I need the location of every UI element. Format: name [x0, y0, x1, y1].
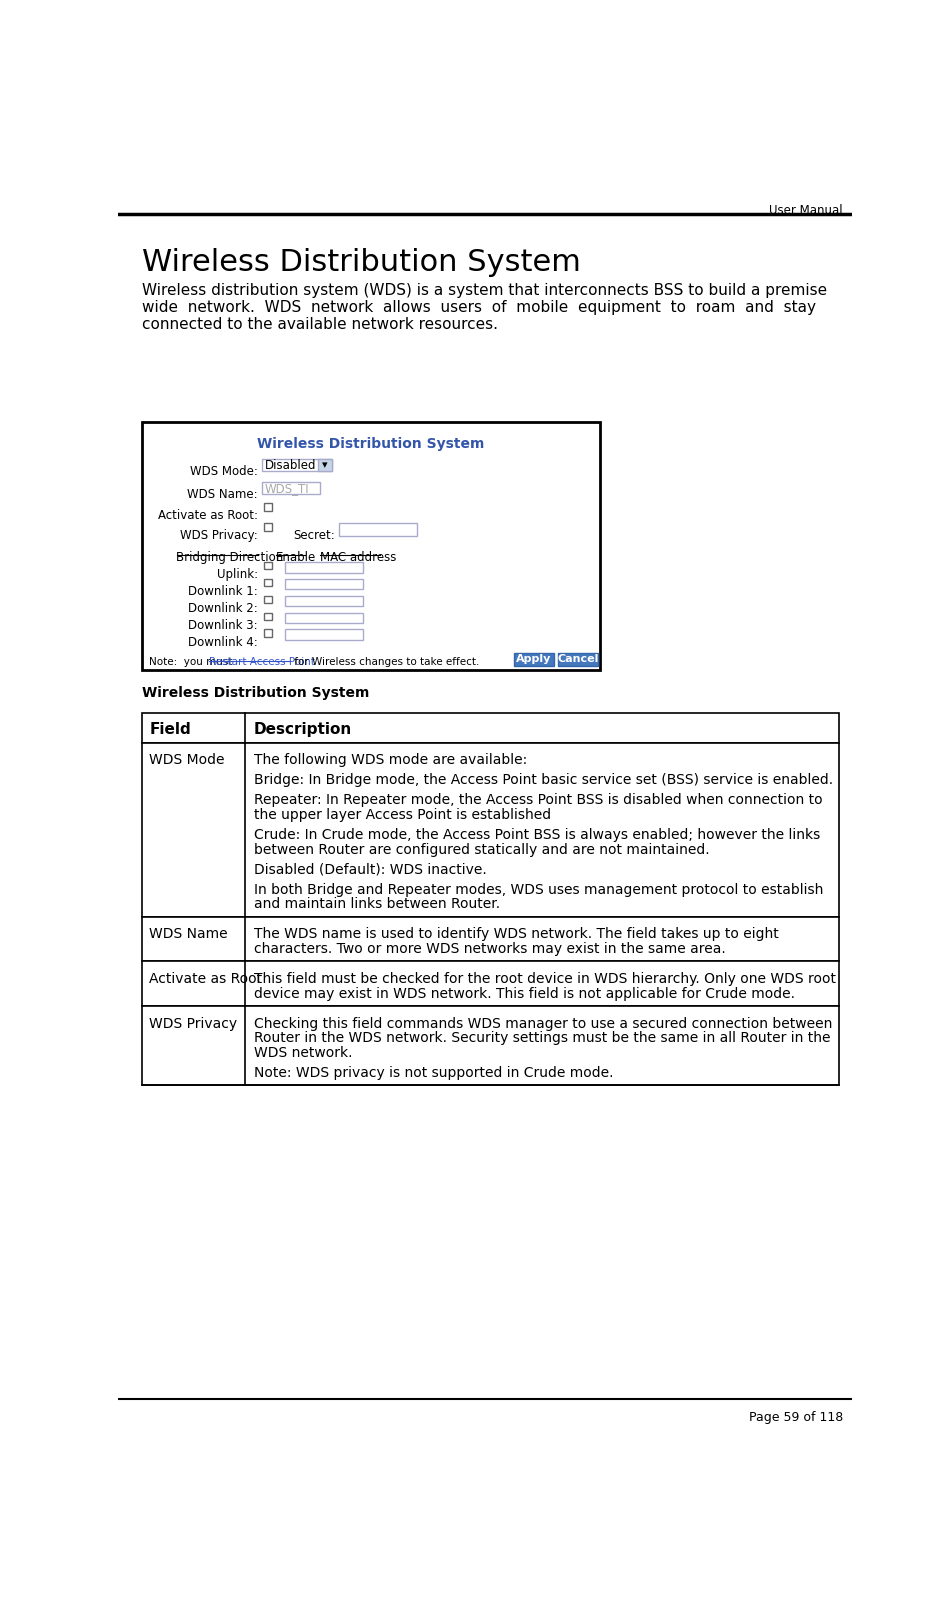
Bar [317, 458, 331, 471]
Bar [285, 578, 363, 589]
Bar [285, 613, 363, 623]
Text: Downlink 1:: Downlink 1: [188, 584, 258, 597]
Text: connected to the available network resources.: connected to the available network resou… [142, 317, 497, 331]
Text: Note: WDS privacy is not supported in Crude mode.: Note: WDS privacy is not supported in Cr… [254, 1066, 614, 1081]
Bar [142, 1005, 839, 1085]
Text: wide  network.  WDS  network  allows  users  of  mobile  equipment  to  roam  an: wide network. WDS network allows users o… [142, 299, 815, 315]
Text: WDS Name:: WDS Name: [188, 488, 258, 501]
Text: User Manual: User Manual [769, 203, 843, 216]
Text: Downlink 2:: Downlink 2: [188, 602, 258, 615]
Text: The following WDS mode are available:: The following WDS mode are available: [254, 754, 527, 767]
Text: Wireless Distribution System: Wireless Distribution System [258, 437, 485, 451]
Bar [142, 917, 839, 961]
Text: Checking this field commands WDS manager to use a secured connection between: Checking this field commands WDS manager… [254, 1017, 832, 1031]
Text: In both Bridge and Repeater modes, WDS uses management protocol to establish: In both Bridge and Repeater modes, WDS u… [254, 882, 823, 897]
Bar [264, 613, 272, 620]
Text: ▾: ▾ [322, 461, 328, 471]
Text: Note:  you must: Note: you must [150, 656, 236, 668]
Text: Activate as Root:: Activate as Root: [158, 509, 258, 522]
Text: Uplink:: Uplink: [217, 568, 258, 581]
Bar [285, 596, 363, 607]
Bar [285, 562, 363, 573]
Bar [261, 482, 320, 495]
Bar [142, 421, 600, 669]
Text: This field must be checked for the root device in WDS hierarchy. Only one WDS ro: This field must be checked for the root … [254, 972, 836, 986]
Text: Downlink 3:: Downlink 3: [188, 618, 258, 632]
Text: Crude: In Crude mode, the Access Point BSS is always enabled; however the links: Crude: In Crude mode, the Access Point B… [254, 828, 820, 842]
Text: Downlink 4:: Downlink 4: [188, 636, 258, 648]
Bar [142, 961, 839, 1005]
Text: characters. Two or more WDS networks may exist in the same area.: characters. Two or more WDS networks may… [254, 941, 725, 956]
Text: device may exist in WDS network. This field is not applicable for Crude mode.: device may exist in WDS network. This fi… [254, 986, 795, 1001]
Text: WDS Name: WDS Name [150, 927, 228, 941]
Text: WDS network.: WDS network. [254, 1045, 352, 1060]
Text: Enable: Enable [276, 551, 316, 564]
Text: WDS_TI: WDS_TI [265, 482, 310, 495]
Bar [513, 653, 554, 666]
Bar [142, 714, 839, 743]
Text: Repeater: In Repeater mode, the Access Point BSS is disabled when connection to: Repeater: In Repeater mode, the Access P… [254, 794, 823, 807]
Text: for Wireless changes to take effect.: for Wireless changes to take effect. [291, 656, 479, 668]
Bar [339, 524, 417, 536]
Text: MAC address: MAC address [320, 551, 396, 564]
Text: Activate as Root: Activate as Root [150, 972, 262, 986]
Text: Restart Access Point: Restart Access Point [209, 656, 315, 668]
Bar [558, 653, 599, 666]
Text: Apply: Apply [516, 653, 551, 664]
Text: Wireless Distribution System: Wireless Distribution System [142, 248, 581, 277]
Text: Disabled: Disabled [265, 459, 316, 472]
Text: WDS Mode: WDS Mode [150, 754, 224, 767]
Bar [264, 524, 272, 532]
Bar [264, 596, 272, 604]
Bar [264, 629, 272, 637]
Text: Cancel: Cancel [557, 653, 599, 664]
Text: WDS Privacy: WDS Privacy [150, 1017, 238, 1031]
Text: The WDS name is used to identify WDS network. The field takes up to eight: The WDS name is used to identify WDS net… [254, 927, 778, 941]
Text: Bridge: In Bridge mode, the Access Point basic service set (BSS) service is enab: Bridge: In Bridge mode, the Access Point… [254, 773, 833, 788]
Text: Bridging Direction: Bridging Direction [176, 551, 284, 564]
Text: Field: Field [150, 722, 191, 736]
Text: Page 59 of 118: Page 59 of 118 [749, 1410, 843, 1423]
Bar [285, 629, 363, 640]
Text: and maintain links between Router.: and maintain links between Router. [254, 898, 500, 911]
Text: Wireless distribution system (WDS) is a system that interconnects BSS to build a: Wireless distribution system (WDS) is a … [142, 283, 827, 298]
Text: Router in the WDS network. Security settings must be the same in all Router in t: Router in the WDS network. Security sett… [254, 1031, 831, 1045]
Text: the upper layer Access Point is established: the upper layer Access Point is establis… [254, 809, 551, 823]
Text: WDS Mode:: WDS Mode: [190, 464, 258, 477]
Bar [142, 743, 839, 917]
Text: Disabled (Default): WDS inactive.: Disabled (Default): WDS inactive. [254, 863, 487, 877]
Bar [261, 458, 331, 471]
Text: Wireless Distribution System: Wireless Distribution System [142, 687, 369, 701]
Text: WDS Privacy:: WDS Privacy: [180, 530, 258, 543]
Bar [264, 503, 272, 511]
Text: between Router are configured statically and are not maintained.: between Router are configured statically… [254, 842, 709, 857]
Text: Description: Description [254, 722, 352, 736]
Bar [264, 578, 272, 586]
Text: Secret:: Secret: [294, 530, 335, 543]
Bar [264, 562, 272, 570]
